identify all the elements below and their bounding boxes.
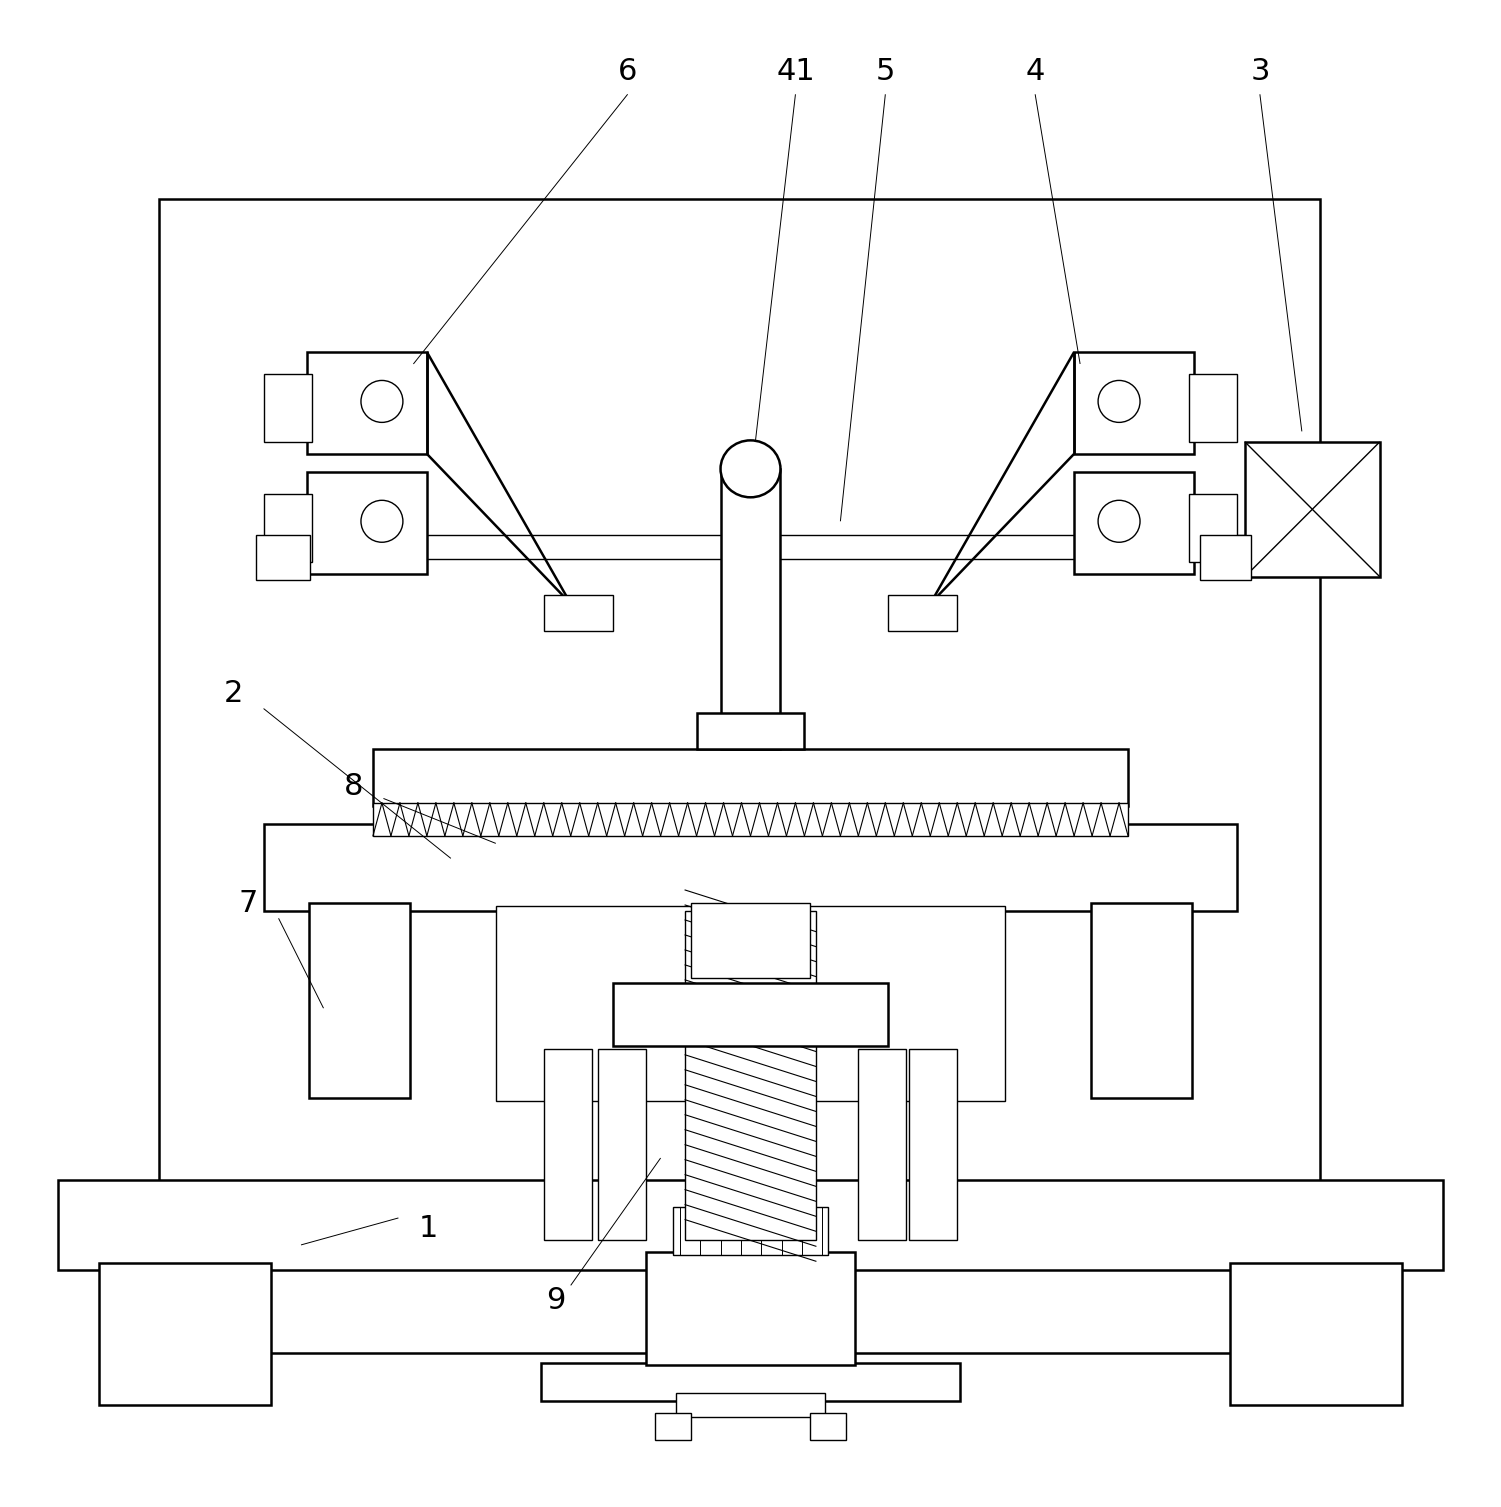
Bar: [672, 1207, 829, 1255]
Text: 6: 6: [618, 57, 638, 86]
Bar: [645, 1252, 856, 1365]
Bar: [654, 1412, 690, 1439]
Bar: [540, 1364, 961, 1400]
Text: 9: 9: [546, 1285, 566, 1314]
Bar: [1075, 472, 1193, 574]
Bar: [889, 595, 958, 630]
Bar: [675, 1394, 826, 1417]
Text: 8: 8: [344, 772, 363, 800]
Text: 5: 5: [875, 57, 895, 86]
Bar: [612, 983, 889, 1046]
Ellipse shape: [720, 440, 781, 497]
Bar: [1199, 535, 1250, 580]
Text: 4: 4: [1025, 57, 1045, 86]
Bar: [597, 1049, 645, 1240]
Bar: [99, 1263, 272, 1405]
Bar: [1244, 442, 1379, 577]
Bar: [308, 353, 426, 454]
Bar: [859, 1049, 907, 1240]
Bar: [1091, 903, 1192, 1099]
Bar: [308, 472, 426, 574]
Bar: [159, 199, 1319, 1353]
Bar: [1189, 374, 1237, 442]
Text: 3: 3: [1250, 57, 1270, 86]
Bar: [1075, 353, 1193, 454]
Bar: [543, 1049, 591, 1240]
Bar: [696, 713, 805, 749]
Bar: [264, 374, 312, 442]
Bar: [720, 469, 781, 749]
Bar: [372, 803, 1129, 836]
Bar: [495, 906, 1006, 1102]
Bar: [257, 535, 311, 580]
Bar: [372, 749, 1129, 806]
Text: 1: 1: [419, 1215, 438, 1243]
Text: 41: 41: [776, 57, 815, 86]
Bar: [811, 1412, 847, 1439]
Text: 7: 7: [239, 889, 258, 918]
Bar: [1189, 494, 1237, 562]
Bar: [264, 824, 1237, 910]
Bar: [543, 595, 612, 630]
Bar: [59, 1180, 1442, 1270]
Bar: [309, 903, 410, 1099]
Bar: [910, 1049, 958, 1240]
Bar: [684, 910, 817, 1240]
Bar: [1229, 1263, 1402, 1405]
Bar: [264, 494, 312, 562]
Bar: [690, 903, 811, 978]
Text: 2: 2: [224, 680, 243, 708]
